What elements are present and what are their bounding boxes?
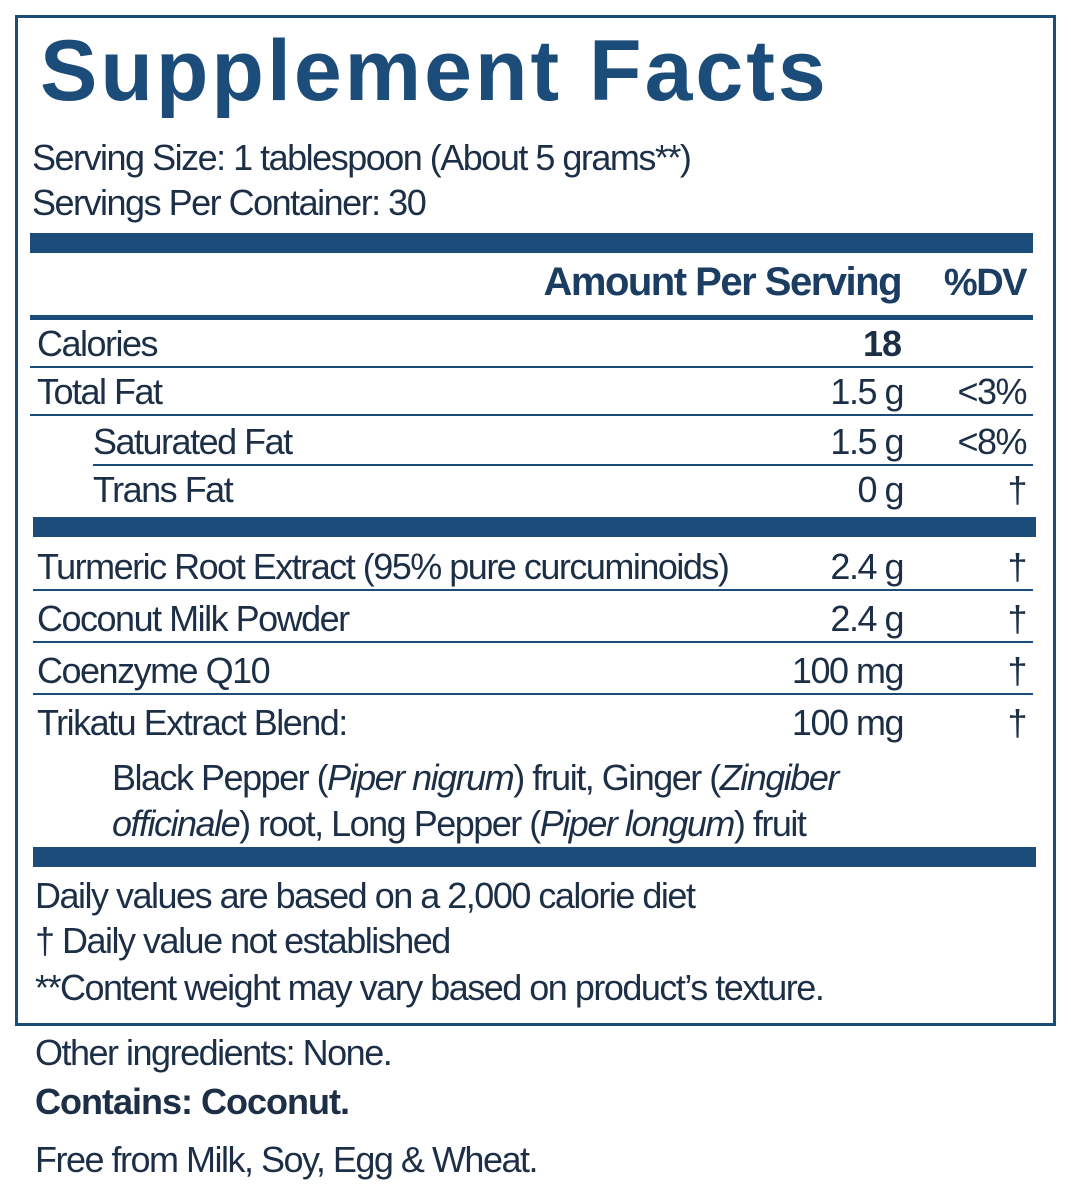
blend-segment: ) root, Long Pepper ( xyxy=(239,803,541,844)
footnote: † Daily value not established xyxy=(35,920,451,961)
free-from: Free from Milk, Soy, Egg & Wheat. xyxy=(35,1139,539,1180)
row-dv: <3% xyxy=(957,371,1027,412)
row-amount: 18 xyxy=(862,323,902,364)
row-dv: <8% xyxy=(957,421,1027,462)
thick-rule xyxy=(33,517,1036,537)
blend-segment: ) fruit, Ginger ( xyxy=(513,757,721,798)
servings-per-container: Servings Per Container: 30 xyxy=(32,182,427,223)
column-header: %DV xyxy=(943,262,1028,304)
blend-segment: Black Pepper ( xyxy=(112,757,329,798)
row-dv: † xyxy=(1007,702,1027,743)
thick-rule xyxy=(30,233,1033,253)
row-rule xyxy=(33,641,1033,643)
contains: Contains: Coconut. xyxy=(35,1081,350,1122)
column-header: Amount Per Serving xyxy=(543,260,902,304)
row-rule xyxy=(30,414,1033,416)
blend-segment: Piper nigrum xyxy=(327,757,515,798)
row-dv: † xyxy=(1007,546,1027,587)
row-amount: 2.4 g xyxy=(830,598,904,639)
row-name: Trikatu Extract Blend: xyxy=(37,702,348,743)
serving-size: Serving Size: 1 tablespoon (About 5 gram… xyxy=(32,137,692,178)
blend-description: Black Pepper (Piper nigrum) fruit, Ginge… xyxy=(112,755,912,847)
row-amount: 0 g xyxy=(857,469,904,510)
row-rule xyxy=(33,589,1033,591)
row-name: Total Fat xyxy=(37,371,163,412)
row-amount: 100 mg xyxy=(791,702,905,743)
blend-segment: ) fruit xyxy=(733,803,807,844)
row-name: Coenzyme Q10 xyxy=(37,650,271,691)
row-dv: † xyxy=(1007,650,1027,691)
row-amount: 2.4 g xyxy=(830,546,904,587)
blend-segment: Zingiber officinale xyxy=(112,757,839,844)
other-ingredients: Other ingredients: None. xyxy=(35,1032,393,1073)
row-dv: † xyxy=(1007,469,1027,510)
row-amount: 1.5 g xyxy=(830,421,904,462)
footnote: Daily values are based on a 2,000 calori… xyxy=(35,875,696,916)
row-rule xyxy=(30,366,1033,368)
title: Supplement Facts xyxy=(40,23,829,119)
row-amount: 1.5 g xyxy=(830,371,904,412)
blend-segment: Piper longum xyxy=(539,803,736,844)
row-dv: † xyxy=(1007,598,1027,639)
thick-rule xyxy=(33,847,1036,867)
row-name: Saturated Fat xyxy=(93,421,293,462)
row-rule xyxy=(33,693,1033,695)
footnote: **Content weight may vary based on produ… xyxy=(35,967,825,1008)
row-name: Coconut Milk Powder xyxy=(37,598,350,639)
row-name: Turmeric Root Extract (95% pure curcumin… xyxy=(37,546,730,587)
row-rule xyxy=(93,464,1033,466)
row-name: Calories xyxy=(37,323,159,364)
row-amount: 100 mg xyxy=(791,650,905,691)
rule xyxy=(30,315,1033,320)
facts-box xyxy=(15,15,1056,1026)
row-name: Trans Fat xyxy=(93,469,234,510)
